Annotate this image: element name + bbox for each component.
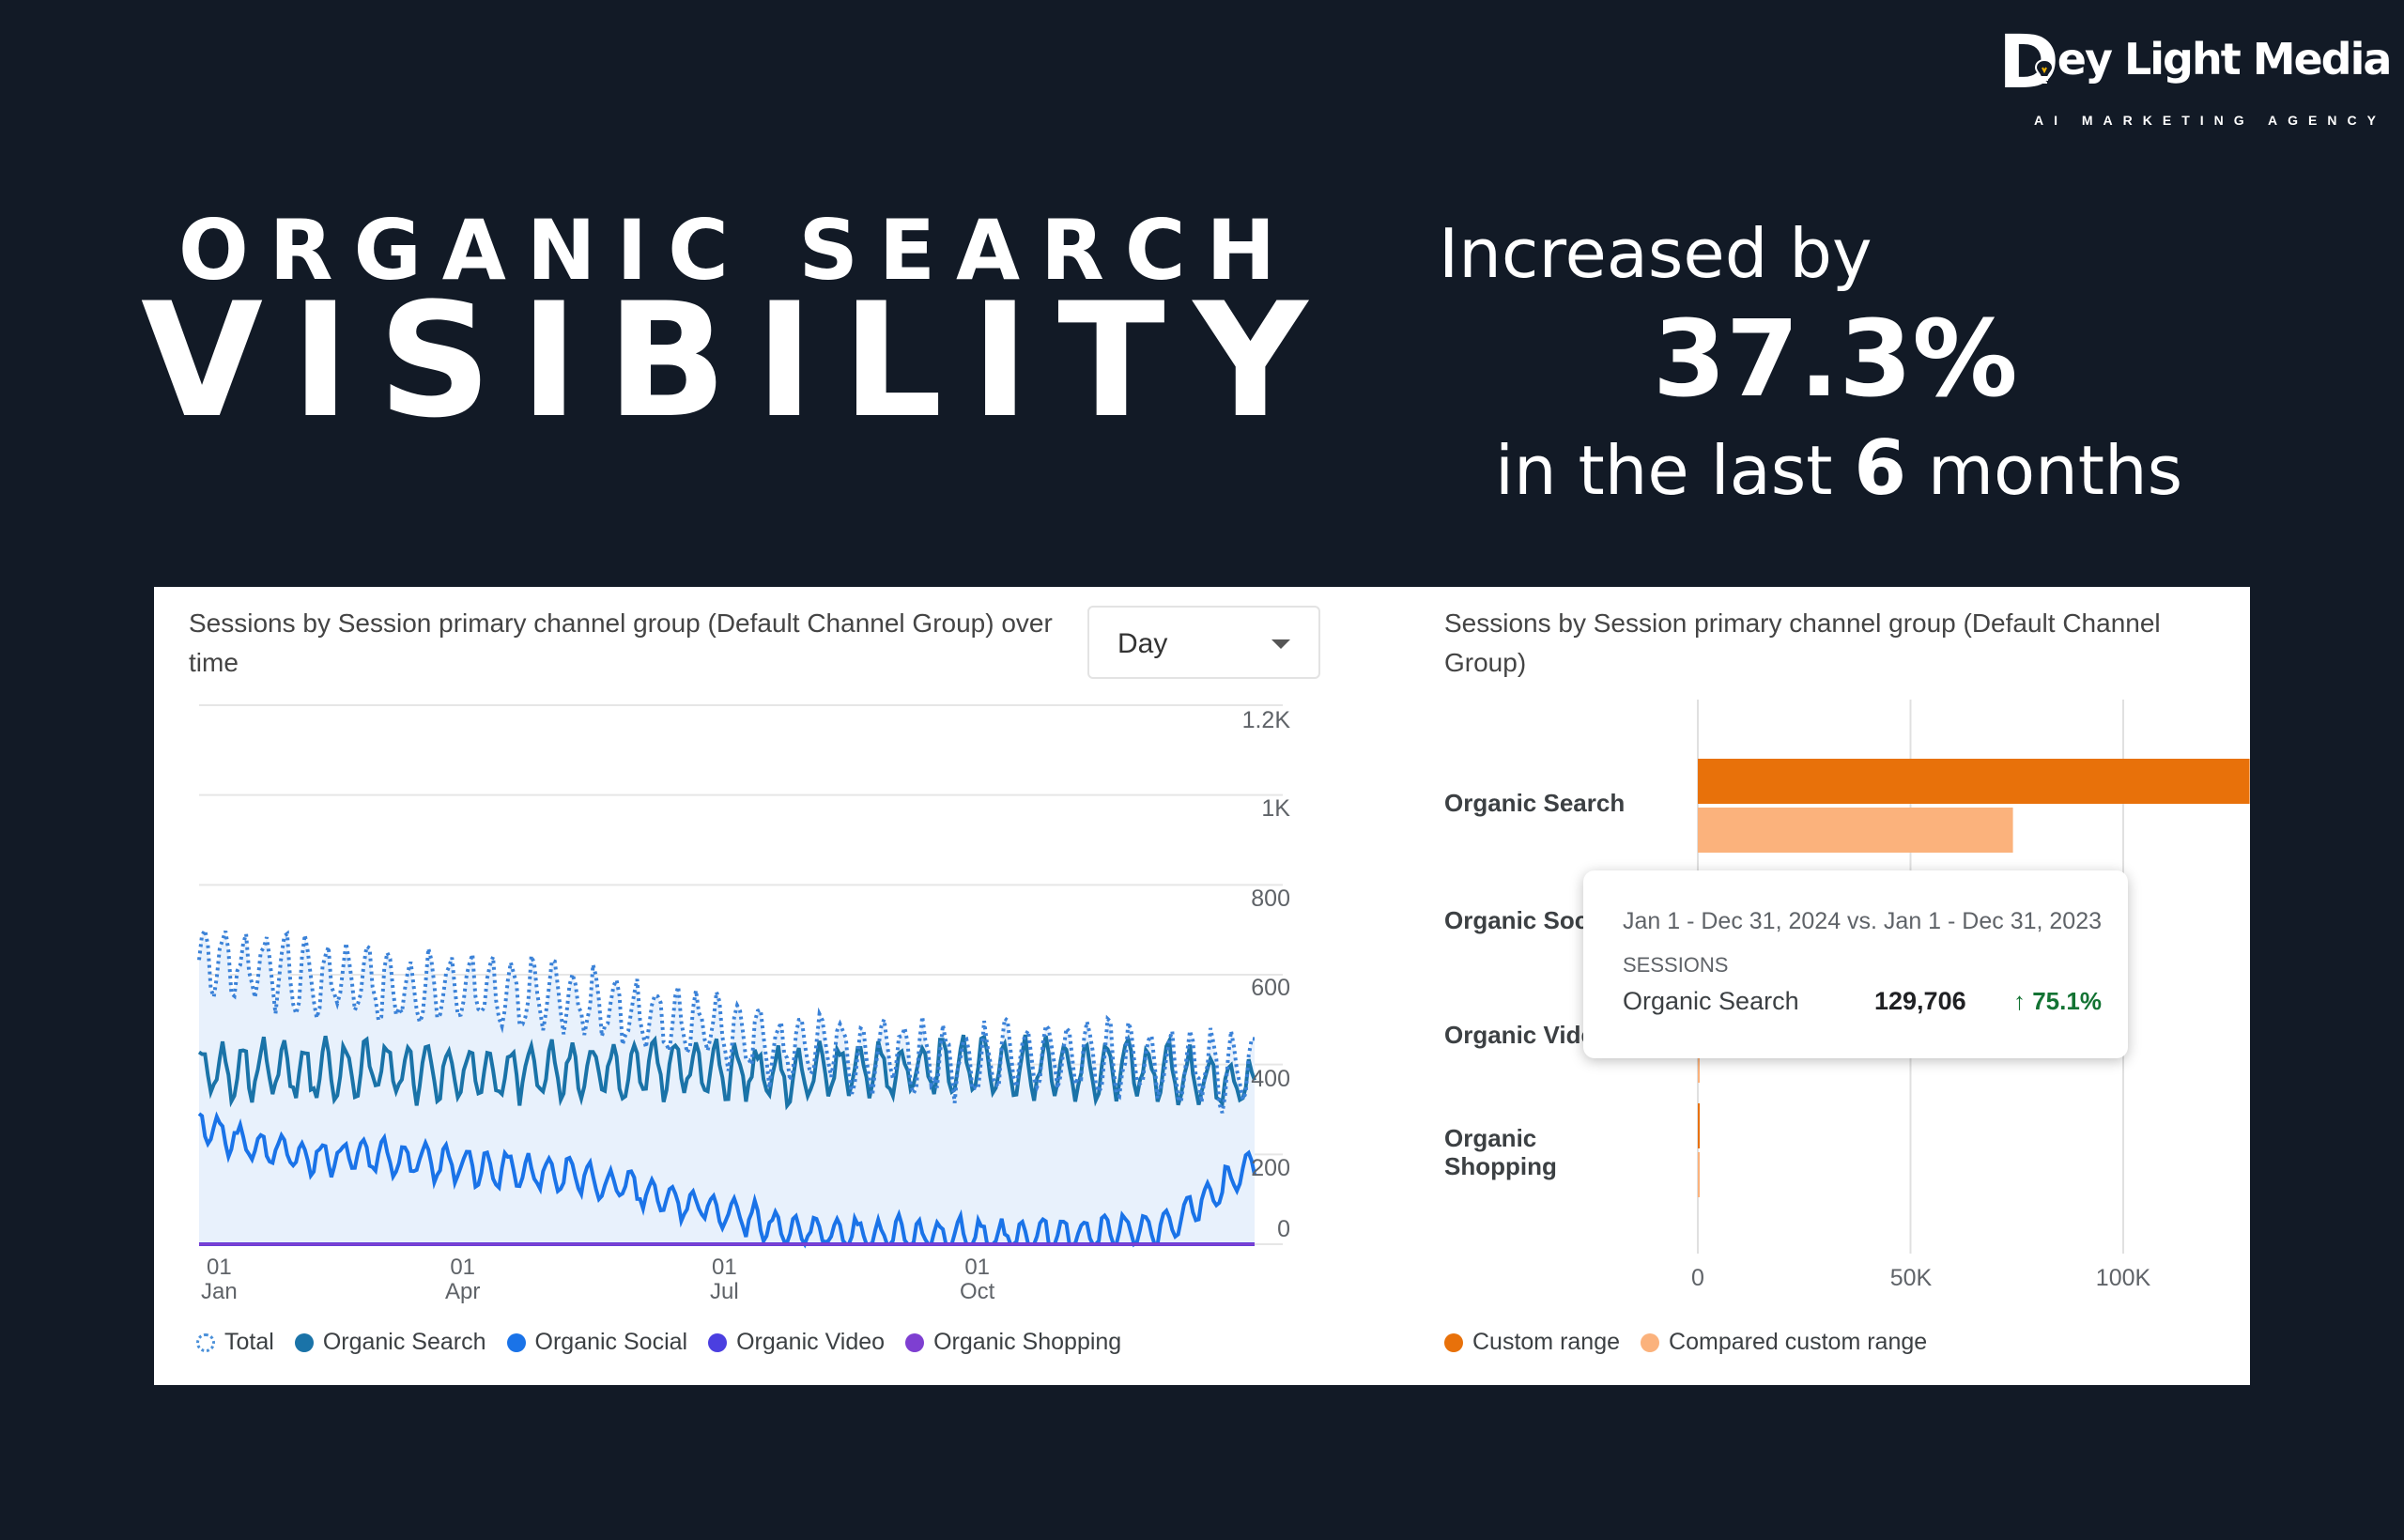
y-tick: 400 — [1251, 1066, 1290, 1092]
legend-dot-icon — [294, 1332, 314, 1352]
bar-category-label: Organic Soc — [1444, 906, 1589, 934]
granularity-value: Day — [1117, 628, 1168, 659]
legend-item-organic-social[interactable]: Organic Social — [506, 1329, 688, 1356]
legend-label: Total — [224, 1329, 274, 1355]
x-tick-month: Apr — [445, 1279, 481, 1304]
bar-custom — [1698, 1103, 1700, 1148]
legend-item-custom-range[interactable]: Custom range — [1444, 1329, 1620, 1356]
x-tick-day: 01 — [711, 1255, 737, 1280]
legend-label: Custom range — [1472, 1329, 1621, 1355]
line-chart — [197, 704, 1283, 1249]
legend-item-organic-search[interactable]: Organic Search — [294, 1329, 486, 1356]
headline-line2: VISIBILITY — [141, 269, 1336, 453]
legend-dot-icon — [708, 1332, 728, 1352]
legend-label: Organic Search — [322, 1329, 486, 1355]
bar-tooltip: Jan 1 - Dec 31, 2024 vs. Jan 1 - Dec 31,… — [1583, 870, 2128, 1058]
bar-category-label: Organic Vide — [1444, 1021, 1595, 1049]
x-tick: 01 Apr — [445, 1255, 480, 1304]
chevron-down-icon — [1271, 639, 1290, 649]
stat-period: in the last 6 months — [1495, 424, 2182, 512]
tooltip-channel-name: Organic Search — [1623, 987, 1799, 1015]
legend-label: Organic Video — [736, 1329, 886, 1355]
legend-label: Compared custom range — [1669, 1329, 1928, 1355]
x-tick: 01 Jan — [201, 1255, 238, 1304]
x-tick: 01 Jul — [710, 1255, 739, 1304]
x-tick-day: 01 — [964, 1255, 991, 1280]
x-tick-month: Jan — [201, 1279, 238, 1304]
line-chart-title: Sessions by Session primary channel grou… — [189, 608, 1053, 677]
legend-label: Organic Social — [534, 1329, 688, 1355]
tooltip-date-range: Jan 1 - Dec 31, 2024 vs. Jan 1 - Dec 31,… — [1623, 908, 2103, 934]
bar-compared — [1698, 1152, 1700, 1197]
legend-dot-icon — [1444, 1332, 1463, 1352]
y-tick: 1.2K — [1241, 707, 1290, 733]
tooltip-change: ↑ 75.1% — [2013, 987, 2102, 1015]
y-tick: 1K — [1261, 795, 1290, 822]
stat-suffix-post: months — [1927, 431, 2183, 510]
bar-chart-title: Sessions by Session primary channel grou… — [1444, 608, 2161, 677]
line-chart-legend: Total Organic Search Organic Social Orga… — [196, 1329, 1142, 1356]
legend-dot-icon — [506, 1332, 526, 1352]
x-tick: 01 Oct — [960, 1255, 994, 1304]
stat-months: 6 — [1854, 424, 1906, 512]
granularity-dropdown[interactable]: Day — [1087, 606, 1320, 679]
legend-item-total[interactable]: Total — [196, 1329, 274, 1356]
bar-category-label: Organic Search — [1444, 789, 1626, 817]
legend-dot-icon — [1641, 1332, 1660, 1352]
tooltip-value: 129,706 — [1874, 987, 1966, 1015]
bar-x-tick: 0 — [1691, 1265, 1704, 1291]
legend-item-organic-video[interactable]: Organic Video — [708, 1329, 885, 1356]
x-tick-month: Oct — [960, 1279, 995, 1304]
series-organic-search — [197, 1034, 1256, 1111]
series-organic-social — [197, 1111, 1256, 1249]
legend-item-organic-shopping[interactable]: Organic Shopping — [905, 1329, 1121, 1356]
y-tick: 600 — [1251, 975, 1290, 1001]
bar-compared — [1698, 1038, 1700, 1083]
x-tick-day: 01 — [450, 1255, 476, 1280]
y-tick: 200 — [1251, 1155, 1290, 1181]
bar-chart-legend: Custom range Compared custom range — [1444, 1329, 1948, 1356]
legend-label: Organic Shopping — [933, 1329, 1122, 1355]
x-tick-day: 01 — [207, 1255, 232, 1280]
legend-item-compared-range[interactable]: Compared custom range — [1641, 1329, 1927, 1356]
bar-chart — [1697, 700, 2250, 1254]
stat-value: 37.3% — [1653, 299, 2018, 421]
analytics-panel: Sessions by Session primary channel grou… — [154, 587, 2250, 1385]
x-tick-month: Jul — [710, 1279, 739, 1304]
tooltip-metric-header: SESSIONS — [1623, 953, 1729, 977]
brand-logo: Dey Light Media AI MARKETING AGENCY — [1998, 21, 2392, 133]
lightbulb-icon — [2034, 58, 2055, 84]
bar-x-tick: 100K — [2095, 1265, 2151, 1291]
bar-compared — [1698, 808, 2013, 853]
headline-line1: ORGANIC SEARCH — [178, 202, 1297, 299]
legend-dot-icon — [905, 1332, 925, 1352]
stat-intro: Increased by — [1439, 214, 1872, 293]
legend-dot-icon — [196, 1332, 215, 1352]
bar-custom — [1698, 759, 2250, 804]
y-tick: 800 — [1251, 886, 1290, 912]
bar-category-label: Organic Shopping — [1444, 1124, 1557, 1180]
bar-x-tick: 50K — [1889, 1265, 1933, 1291]
logo-tagline: AI MARKETING AGENCY — [2034, 113, 2386, 128]
stat-suffix-pre: in the last — [1495, 431, 1833, 510]
logo-wordmark: Dey Light Media — [1998, 21, 2392, 105]
y-tick: 0 — [1277, 1216, 1290, 1242]
